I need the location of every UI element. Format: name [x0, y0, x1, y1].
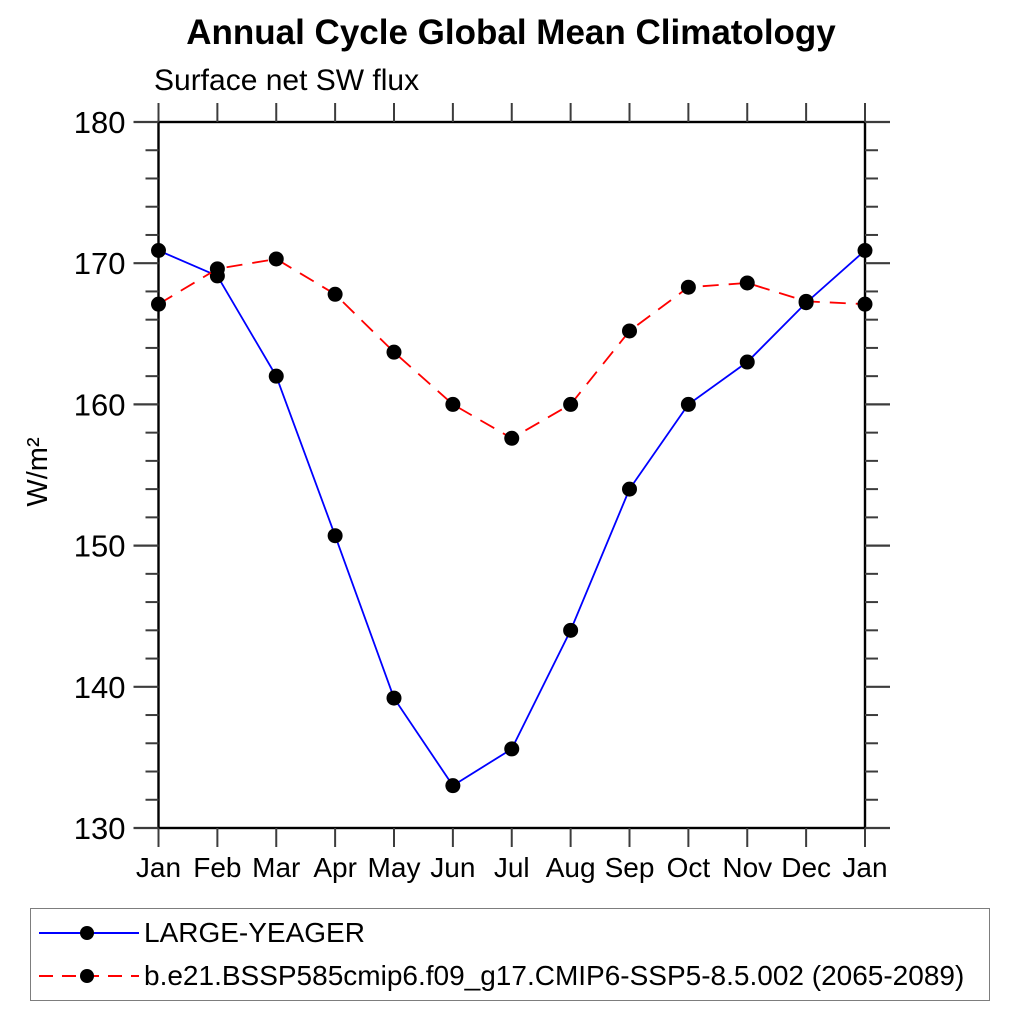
x-tick-label: Oct	[667, 852, 711, 883]
data-point	[857, 296, 873, 312]
data-point	[739, 275, 755, 291]
series-line-1	[158, 258, 866, 440]
x-tick-label: Jul	[494, 852, 530, 883]
series-layer	[151, 242, 873, 794]
data-point	[445, 778, 461, 794]
chart-subtitle: Surface net SW flux	[154, 64, 420, 97]
plot-area: 130 140 150 160 170 180 Jan Feb Mar Apr May Jun Jul A…	[22, 103, 890, 883]
x-tick-label: Aug	[546, 852, 596, 883]
x-tick-label: Jan	[842, 852, 887, 883]
x-tick-label: Jun	[430, 852, 475, 883]
data-point	[680, 396, 696, 412]
data-point	[327, 286, 343, 302]
data-point	[209, 261, 225, 277]
data-point	[622, 481, 637, 497]
y-tick-label: 170	[74, 246, 126, 281]
chart-title: Annual Cycle Global Mean Climatology	[186, 13, 836, 52]
x-tick-label: Mar	[252, 852, 300, 883]
legend-marker-icon	[80, 969, 94, 983]
legend-solid-line-icon	[39, 926, 139, 940]
legend-entry: b.e21.BSSP585cmip6.f09_g17.CMIP6-SSP5-8.…	[37, 957, 989, 995]
data-point	[504, 430, 520, 446]
x-tick-label: Sep	[605, 852, 655, 883]
legend-marker-icon	[80, 926, 94, 940]
legend-dashed-line-icon	[39, 969, 139, 983]
data-point	[445, 396, 461, 412]
legend-label: b.e21.BSSP585cmip6.f09_g17.CMIP6-SSP5-8.…	[144, 960, 965, 991]
data-point	[563, 622, 579, 638]
y-tick-label: 180	[74, 105, 126, 140]
series-line-0	[158, 249, 866, 787]
y-axis-title: W/m²	[22, 437, 54, 507]
x-tick-label: Feb	[193, 852, 241, 883]
data-point	[151, 242, 166, 258]
data-point	[798, 293, 814, 309]
data-point	[563, 396, 579, 412]
data-point	[622, 323, 637, 339]
data-point	[857, 242, 873, 258]
x-tick-label: Jan	[136, 852, 181, 883]
x-tick-label: Nov	[722, 852, 772, 883]
data-point	[386, 344, 402, 360]
x-tick-label: May	[368, 852, 421, 883]
data-point	[327, 528, 343, 544]
legend-label: LARGE-YEAGER	[144, 917, 365, 948]
data-point	[680, 279, 696, 295]
y-tick-label: 150	[74, 529, 126, 564]
axes-layer: 130 140 150 160 170 180 Jan Feb Mar Apr May Jun Jul A…	[74, 103, 890, 883]
y-tick-label: 130	[74, 811, 126, 846]
data-point	[739, 354, 755, 370]
data-point	[268, 368, 284, 384]
data-point	[504, 741, 520, 757]
y-tick-label: 160	[74, 387, 126, 422]
x-tick-label: Apr	[313, 852, 357, 883]
plot-frame	[157, 120, 867, 830]
data-point	[151, 296, 166, 312]
y-tick-label: 140	[74, 670, 126, 705]
x-tick-label: Dec	[781, 852, 831, 883]
data-point	[268, 251, 284, 267]
legend-entry: LARGE-YEAGER	[37, 914, 989, 952]
legend: LARGE-YEAGER b.e21.BSSP585cmip6.f09_g17.…	[30, 908, 990, 1001]
data-point	[386, 690, 402, 706]
